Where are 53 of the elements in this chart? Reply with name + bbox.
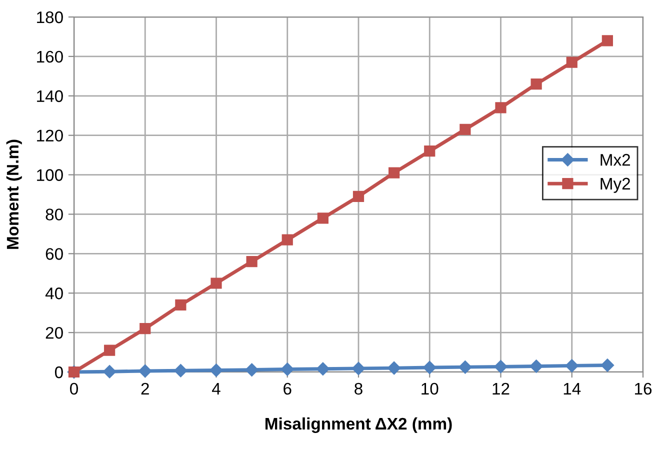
point <box>316 362 330 376</box>
point <box>352 362 366 376</box>
point <box>210 278 222 289</box>
point <box>317 212 328 224</box>
point <box>602 35 613 46</box>
point <box>245 363 258 376</box>
point <box>424 146 436 157</box>
y-tick-label: 20 <box>46 326 63 339</box>
x-tick-label: 6 <box>284 382 292 395</box>
point <box>566 56 578 68</box>
y-axis-title: Moment (N.m) <box>6 140 22 249</box>
point <box>138 364 152 378</box>
legend-label: My2 <box>600 178 630 193</box>
point <box>102 365 116 378</box>
y-tick-label: 60 <box>46 248 63 260</box>
y-tick-label: 100 <box>37 169 63 181</box>
point <box>104 344 116 356</box>
x-tick-label: 0 <box>70 382 78 395</box>
point <box>494 360 508 374</box>
point <box>530 360 543 373</box>
x-tick-label: 10 <box>422 382 438 395</box>
y-tick-label: 80 <box>46 208 63 220</box>
point <box>423 360 436 374</box>
x-axis-title: Misalignment ΔX2 (mm) <box>266 417 452 434</box>
y-tick-label: 140 <box>37 90 63 102</box>
point <box>246 256 258 268</box>
point <box>388 167 400 178</box>
y-tick-label: 180 <box>37 11 63 24</box>
point <box>282 234 293 246</box>
x-tick-label: 4 <box>212 383 220 394</box>
x-tick-label: 16 <box>635 382 652 395</box>
point <box>565 359 578 372</box>
legend-label: Mx2 <box>600 154 630 166</box>
point <box>387 361 401 375</box>
point <box>280 362 294 376</box>
point <box>210 364 223 377</box>
x-tick-label: 2 <box>141 382 149 394</box>
y-tick-label: 40 <box>45 288 63 300</box>
x-tick-label: 14 <box>564 383 581 394</box>
point <box>458 360 472 374</box>
point <box>175 299 186 310</box>
point <box>495 102 506 114</box>
x-tick-label: 12 <box>492 382 510 394</box>
point <box>174 364 188 378</box>
point <box>530 78 542 90</box>
y-tick-label: 0 <box>54 366 63 378</box>
point <box>352 190 364 202</box>
x-tick-label: 8 <box>354 382 362 395</box>
point <box>600 358 614 372</box>
y-tick-label: 160 <box>37 50 63 63</box>
point <box>460 124 471 135</box>
point <box>140 323 151 334</box>
y-tick-label: 120 <box>37 130 63 142</box>
